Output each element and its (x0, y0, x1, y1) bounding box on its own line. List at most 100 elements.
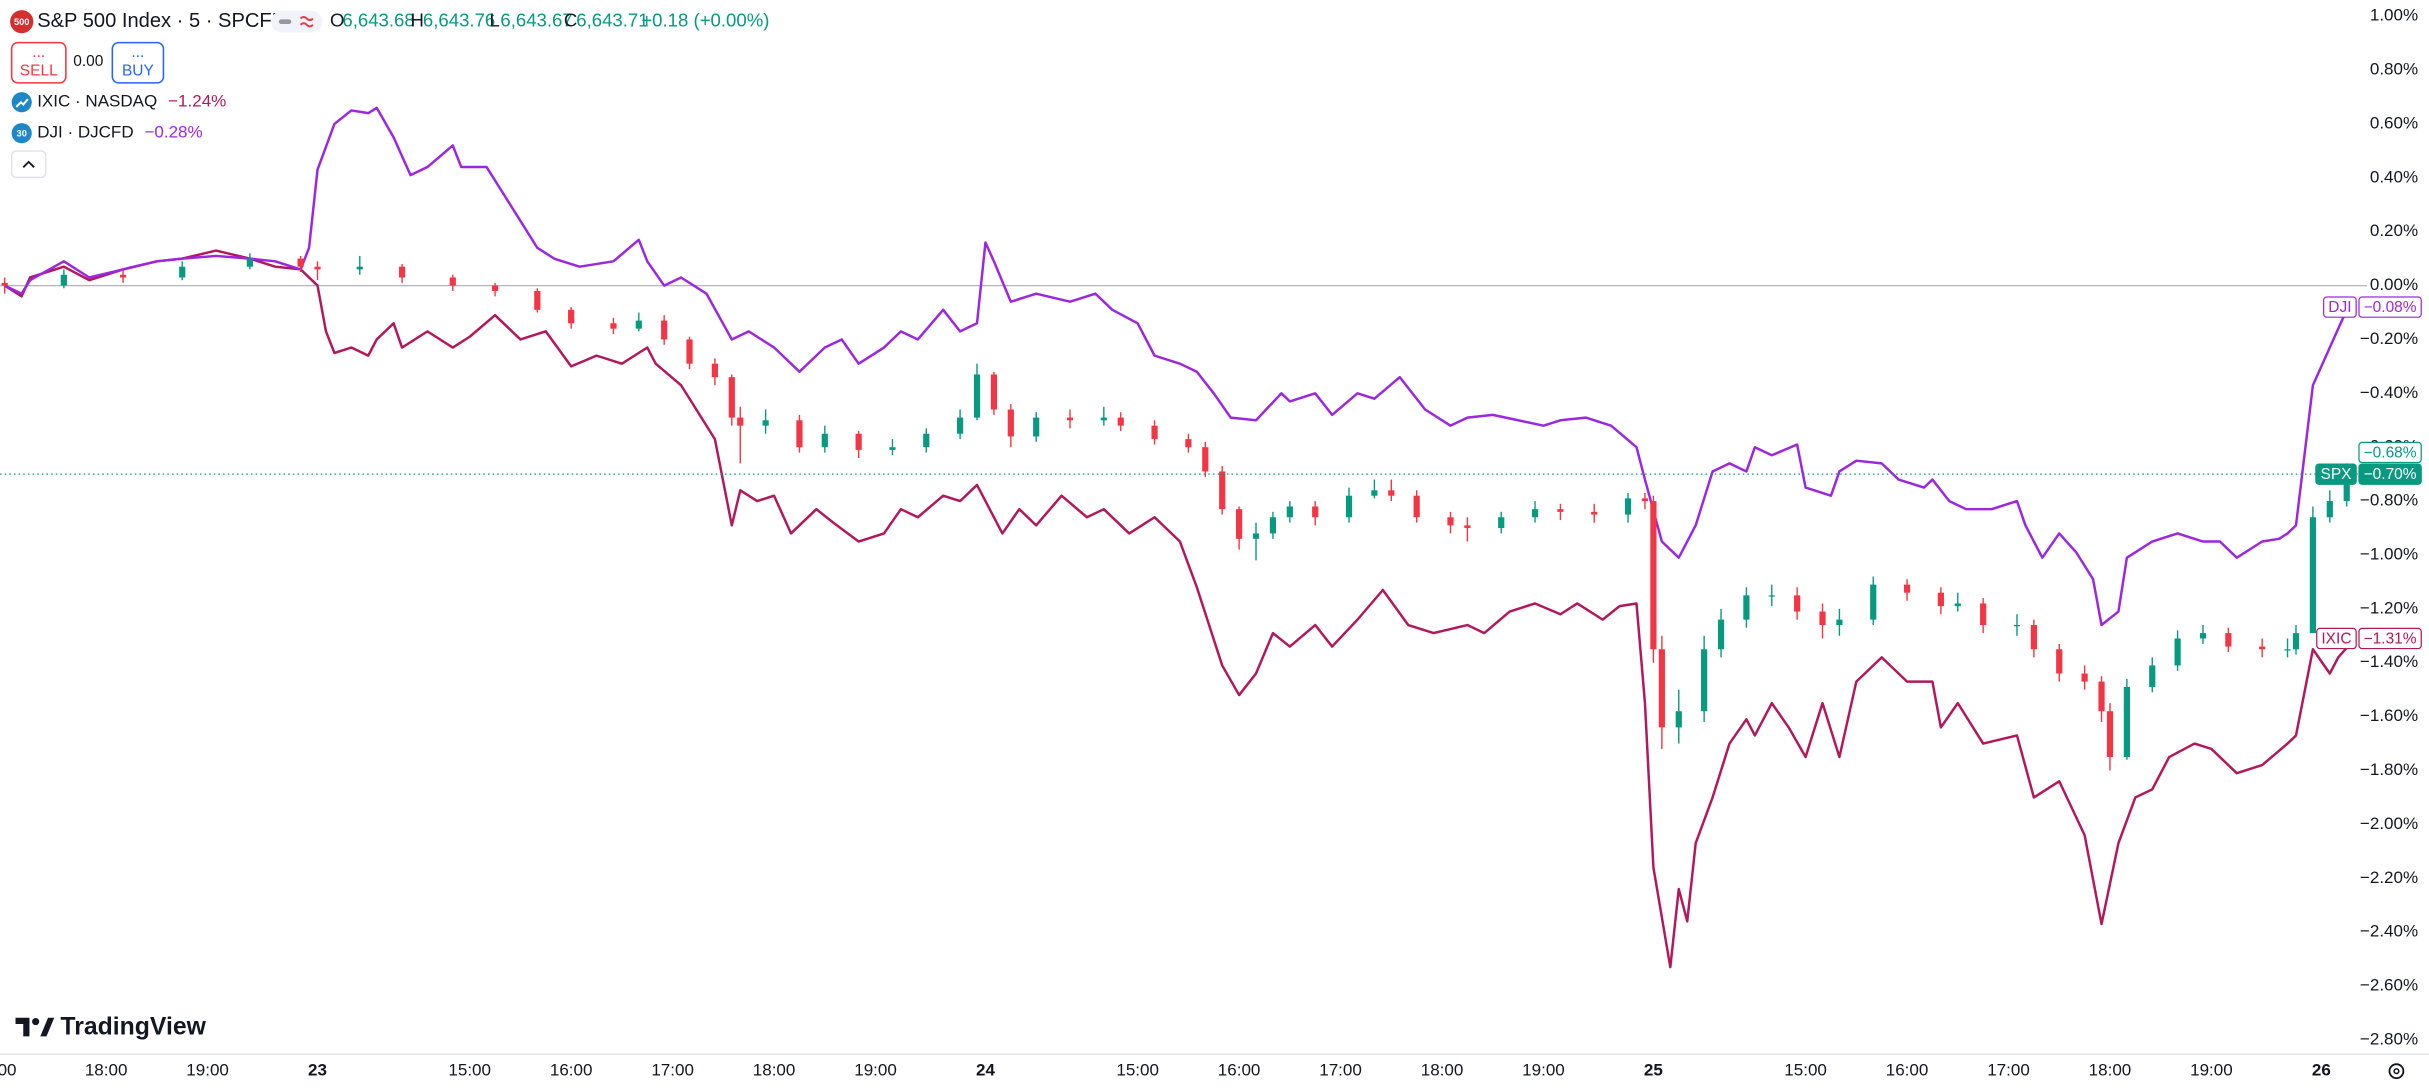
candle-body (60, 274, 67, 286)
symbol-title[interactable]: S&P 500 Index · 5 · SPCFD (37, 10, 286, 32)
candle-body (2284, 649, 2291, 651)
candle-body (119, 274, 127, 278)
x-tick-label: 18:00 (753, 1061, 796, 1080)
candle-body (1100, 417, 1107, 421)
candle-body (1252, 533, 1260, 539)
candle-body (1591, 511, 1598, 515)
candle-body (661, 320, 668, 340)
symbol-badge-text: 500 (14, 17, 30, 27)
status-pill[interactable] (271, 10, 323, 33)
price-label-extra-box (2358, 441, 2422, 464)
candle-body (2013, 625, 2021, 627)
price-label-name-group: SPX (2315, 463, 2357, 485)
y-tick-label: −1.80% (2360, 760, 2418, 779)
sell-label: SELL (20, 62, 58, 79)
candle-body (297, 258, 304, 267)
y-tick-label: 0.40% (2370, 167, 2418, 186)
y-tick-label: 1.00% (2370, 6, 2418, 25)
ohlc-value: 6,643.68 (342, 10, 414, 31)
y-tick-label: −1.60% (2360, 706, 2418, 725)
ohlc-key: O (330, 10, 344, 31)
candle-body (1836, 619, 1843, 626)
price-label-name-box (2315, 463, 2357, 485)
candle-body (610, 323, 617, 329)
legend-name[interactable]: IXIC · NASDAQ (37, 92, 157, 111)
candle-body (1413, 495, 1420, 518)
y-tick-label: −2.80% (2360, 1029, 2418, 1048)
axes: 1.00% 0.80% 0.60% 0.40% 0.20% 0.00% −0.20% −0.4… (0, 6, 2418, 1080)
y-tick-label: −1.40% (2360, 652, 2418, 671)
price-label-value-box (2358, 463, 2422, 485)
price-label-value-group: −1.31% (2358, 627, 2422, 650)
buy-price: ... (131, 44, 144, 61)
x-tick-label: 18:00 (85, 1061, 128, 1080)
price-label-value: −0.70% (2364, 466, 2417, 483)
y-tick-label: 0.80% (2370, 60, 2418, 79)
y-tick-label: 0.20% (2370, 221, 2418, 240)
price-label-value-box (2358, 296, 2422, 318)
candle-body (1650, 501, 1657, 650)
buy-button[interactable] (111, 41, 165, 84)
x-tick-label: 19:00 (186, 1061, 229, 1080)
candle-body (1768, 595, 1775, 597)
price-label-value: −1.31% (2364, 630, 2417, 647)
candle-body (762, 420, 769, 426)
x-tick-label: 17:00 (1319, 1061, 1362, 1080)
candle-body (2030, 625, 2037, 650)
candle-body (1641, 498, 1649, 502)
x-tick-label: 19:00 (854, 1061, 897, 1080)
candle-body (956, 417, 964, 434)
x-tick-label: 15:00 (448, 1061, 491, 1080)
ohlc-change: +0.18 (+0.00%) (641, 10, 769, 31)
legend-name[interactable]: DJI · DJCFD (37, 123, 133, 142)
candle-body (1937, 592, 1944, 607)
candle-body (2343, 474, 2350, 502)
x-tick-label: 16:00 (1886, 1061, 1929, 1080)
candle-body (1464, 525, 1471, 529)
candle-body (1658, 649, 1665, 728)
candle-body (1743, 595, 1750, 620)
candle-body (1219, 471, 1226, 510)
x-tick-label: 17:00 (651, 1061, 694, 1080)
candle-body (2259, 646, 2266, 650)
candle-body (534, 290, 541, 310)
series-line (4, 106, 2356, 627)
ohlc-value: 6,643.67 (500, 10, 572, 31)
candle-body (2174, 638, 2181, 666)
y-tick-label: −2.00% (2360, 814, 2418, 833)
y-tick-label: −0.20% (2360, 329, 2418, 348)
sell-price: ... (32, 44, 45, 61)
price-label-name-box (2323, 296, 2357, 318)
candle-body (923, 433, 930, 448)
candle-body (2149, 665, 2156, 687)
candle-body (2199, 633, 2207, 639)
candle-body (1903, 584, 1911, 593)
candle-body (1371, 490, 1378, 496)
x-tick-label: 19:00 (1522, 1061, 1565, 1080)
y-tick-label: 0.00% (2370, 275, 2418, 294)
logo-text[interactable]: TradingView (60, 1013, 206, 1040)
price-label-value-box (2358, 627, 2422, 650)
candle-body (314, 266, 321, 270)
candle-body (568, 309, 575, 324)
spread: 0.00 (73, 53, 103, 70)
y-tick-label: 0.60% (2370, 113, 2418, 132)
candle-body (1202, 447, 1209, 472)
settings-button[interactable] (2388, 1063, 2405, 1080)
price-label-name-group: IXIC (2316, 627, 2357, 650)
status-wave (299, 16, 314, 28)
x-tick-label: 25 (1644, 1061, 1663, 1080)
x-tick-label: 17:00 (1987, 1061, 2030, 1080)
x-tick-label: :00 (0, 1061, 17, 1080)
sell-button[interactable] (10, 41, 67, 84)
candle-body (1980, 603, 1987, 626)
collapse-button[interactable] (10, 150, 47, 179)
candle-body (1557, 509, 1564, 512)
candle-body (1345, 495, 1353, 518)
series-line (4, 249, 2357, 969)
logo-mark (15, 1017, 55, 1037)
candle-body (1954, 603, 1961, 607)
legend-value: −1.24% (168, 92, 226, 111)
